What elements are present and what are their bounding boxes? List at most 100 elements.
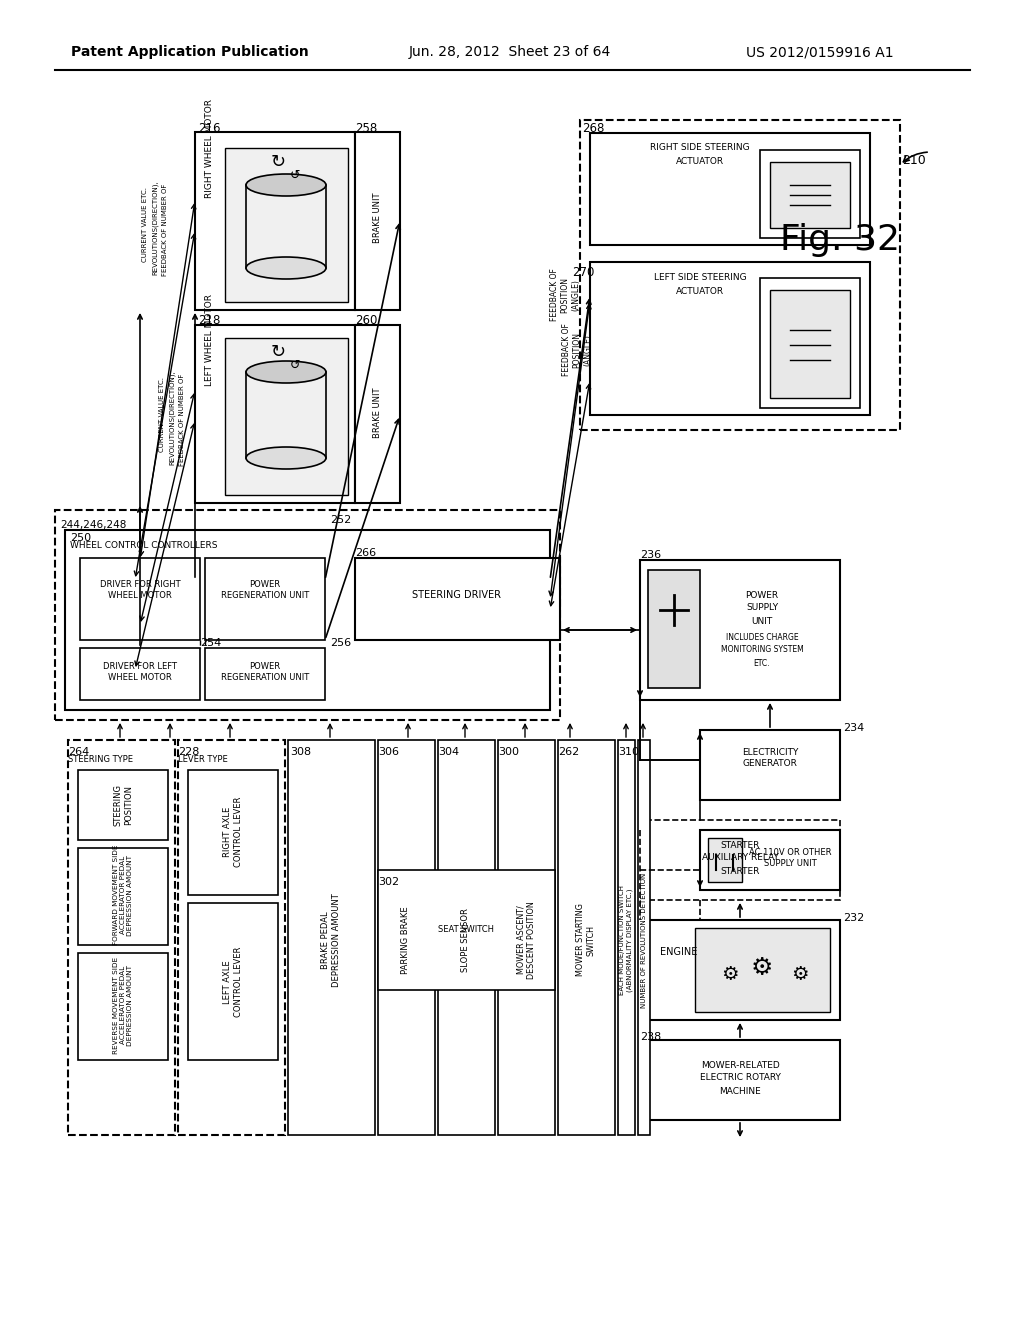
- Bar: [760, 150, 860, 238]
- Text: 210: 210: [902, 153, 926, 166]
- Bar: [378, 870, 555, 990]
- Bar: [638, 741, 650, 1135]
- Text: 262: 262: [558, 747, 580, 756]
- Bar: [78, 953, 168, 1060]
- Text: BRAKE PEDAL
DEPRESSION AMOUNT: BRAKE PEDAL DEPRESSION AMOUNT: [322, 894, 341, 987]
- Text: ↻: ↻: [270, 153, 286, 172]
- Text: REVOLUTIONS(DIRECTION),: REVOLUTIONS(DIRECTION),: [152, 181, 159, 276]
- Text: SEAT SWITCH: SEAT SWITCH: [438, 925, 494, 935]
- Text: FEEDBACK OF
POSITION
(ANGLE): FEEDBACK OF POSITION (ANGLE): [550, 268, 580, 322]
- Bar: [80, 648, 200, 700]
- Bar: [80, 558, 200, 640]
- Bar: [438, 741, 495, 1135]
- Text: 256: 256: [330, 638, 351, 648]
- Bar: [65, 531, 550, 710]
- Bar: [580, 120, 900, 430]
- Bar: [178, 741, 285, 1135]
- Bar: [708, 838, 742, 882]
- Text: AC 110V OR OTHER
SUPPLY UNIT: AC 110V OR OTHER SUPPLY UNIT: [749, 849, 831, 867]
- Bar: [355, 132, 400, 310]
- Text: 300: 300: [498, 747, 519, 756]
- Text: ETC.: ETC.: [754, 659, 770, 668]
- Text: FORWARD MOVEMENT SIDE
ACCELERATOR PEDAL
DEPRESSION AMOUNT: FORWARD MOVEMENT SIDE ACCELERATOR PEDAL …: [113, 845, 133, 945]
- Ellipse shape: [246, 360, 326, 383]
- Bar: [700, 830, 840, 890]
- Bar: [640, 920, 840, 1020]
- Text: RIGHT SIDE STEERING: RIGHT SIDE STEERING: [650, 144, 750, 153]
- Text: MOWER-RELATED: MOWER-RELATED: [700, 1060, 779, 1069]
- Text: 302: 302: [378, 876, 399, 887]
- Bar: [205, 558, 325, 640]
- Text: 238: 238: [640, 1032, 662, 1041]
- Text: LEFT SIDE STEERING: LEFT SIDE STEERING: [653, 273, 746, 282]
- Bar: [640, 1040, 840, 1119]
- Text: NUMBER OF REVOLUTIONS DETECTION: NUMBER OF REVOLUTIONS DETECTION: [641, 873, 647, 1007]
- Text: POWER
REGENERATION UNIT: POWER REGENERATION UNIT: [221, 663, 309, 681]
- Text: CURRENT VALUE ETC.: CURRENT VALUE ETC.: [159, 378, 165, 453]
- Text: CURRENT VALUE ETC.: CURRENT VALUE ETC.: [142, 187, 148, 263]
- Bar: [648, 570, 700, 688]
- Text: LEFT AXLE
CONTROL LEVER: LEFT AXLE CONTROL LEVER: [223, 946, 243, 1018]
- Text: 232: 232: [843, 913, 864, 923]
- Text: STARTER: STARTER: [720, 866, 760, 875]
- Text: 310: 310: [618, 747, 639, 756]
- Bar: [640, 820, 840, 900]
- Bar: [205, 648, 325, 700]
- Text: STARTER: STARTER: [720, 841, 760, 850]
- Bar: [188, 903, 278, 1060]
- Text: 270: 270: [572, 265, 594, 279]
- Text: Jun. 28, 2012  Sheet 23 of 64: Jun. 28, 2012 Sheet 23 of 64: [409, 45, 611, 59]
- Bar: [355, 558, 560, 640]
- Bar: [770, 162, 850, 228]
- Text: 308: 308: [290, 747, 311, 756]
- Text: 234: 234: [843, 723, 864, 733]
- Bar: [770, 290, 850, 399]
- Bar: [195, 325, 355, 503]
- Text: INCLUDES CHARGE: INCLUDES CHARGE: [726, 634, 799, 643]
- Bar: [640, 560, 840, 700]
- Text: MONITORING SYSTEM: MONITORING SYSTEM: [721, 645, 804, 655]
- Text: 254: 254: [200, 638, 221, 648]
- Text: MOWER STARTING
SWITCH: MOWER STARTING SWITCH: [577, 904, 596, 977]
- Text: POWER
REGENERATION UNIT: POWER REGENERATION UNIT: [221, 581, 309, 599]
- Text: 306: 306: [378, 747, 399, 756]
- Text: 268: 268: [582, 121, 604, 135]
- Ellipse shape: [246, 257, 326, 279]
- Bar: [590, 133, 870, 246]
- Bar: [618, 741, 635, 1135]
- Text: LEFT WHEEL MOTOR: LEFT WHEEL MOTOR: [206, 294, 214, 385]
- Text: LEVER TYPE: LEVER TYPE: [178, 755, 227, 764]
- Bar: [590, 261, 870, 414]
- Text: ⚙: ⚙: [721, 965, 738, 985]
- Text: AUXILIARY RELAY: AUXILIARY RELAY: [701, 854, 778, 862]
- Text: REVOLUTIONS(DIRECTION),: REVOLUTIONS(DIRECTION),: [169, 371, 175, 466]
- Text: 244,246,248: 244,246,248: [60, 520, 126, 531]
- Text: ACTUATOR: ACTUATOR: [676, 157, 724, 165]
- Text: 236: 236: [640, 550, 662, 560]
- Text: DRIVER FOR RIGHT
WHEEL MOTOR: DRIVER FOR RIGHT WHEEL MOTOR: [99, 581, 180, 599]
- Text: SUPPLY: SUPPLY: [745, 603, 778, 612]
- Text: EACH MODE/FUNCTION SWITCH
(ABNORMALITY DISPLAY ETC.): EACH MODE/FUNCTION SWITCH (ABNORMALITY D…: [620, 884, 633, 995]
- Text: 250: 250: [70, 533, 91, 543]
- Text: DRIVER FOR LEFT
WHEEL MOTOR: DRIVER FOR LEFT WHEEL MOTOR: [103, 663, 177, 681]
- Text: 266: 266: [355, 548, 376, 558]
- Text: BRAKE UNIT: BRAKE UNIT: [373, 388, 382, 438]
- Text: ELECTRICITY
GENERATOR: ELECTRICITY GENERATOR: [741, 748, 798, 768]
- Bar: [55, 510, 560, 719]
- Text: REVERSE MOVEMENT SIDE
ACCELERATOR PEDAL
DEPRESSION AMOUNT: REVERSE MOVEMENT SIDE ACCELERATOR PEDAL …: [113, 957, 133, 1053]
- Bar: [760, 279, 860, 408]
- Text: POWER: POWER: [745, 590, 778, 599]
- Text: ACTUATOR: ACTUATOR: [676, 286, 724, 296]
- Bar: [188, 770, 278, 895]
- Bar: [68, 741, 175, 1135]
- Text: 260: 260: [355, 314, 378, 327]
- Bar: [700, 730, 840, 800]
- Bar: [78, 770, 168, 840]
- Text: FEEDBACK OF NUMBER OF: FEEDBACK OF NUMBER OF: [162, 183, 168, 276]
- Text: RIGHT WHEEL MOTOR: RIGHT WHEEL MOTOR: [206, 99, 214, 198]
- Text: MOWER ASCENT/
DESCENT POSITION: MOWER ASCENT/ DESCENT POSITION: [516, 902, 536, 979]
- Text: 252: 252: [330, 515, 351, 525]
- Text: UNIT: UNIT: [752, 616, 773, 626]
- Text: FEEDBACK OF
POSITION
(ANGLE): FEEDBACK OF POSITION (ANGLE): [562, 323, 592, 376]
- Bar: [695, 928, 830, 1012]
